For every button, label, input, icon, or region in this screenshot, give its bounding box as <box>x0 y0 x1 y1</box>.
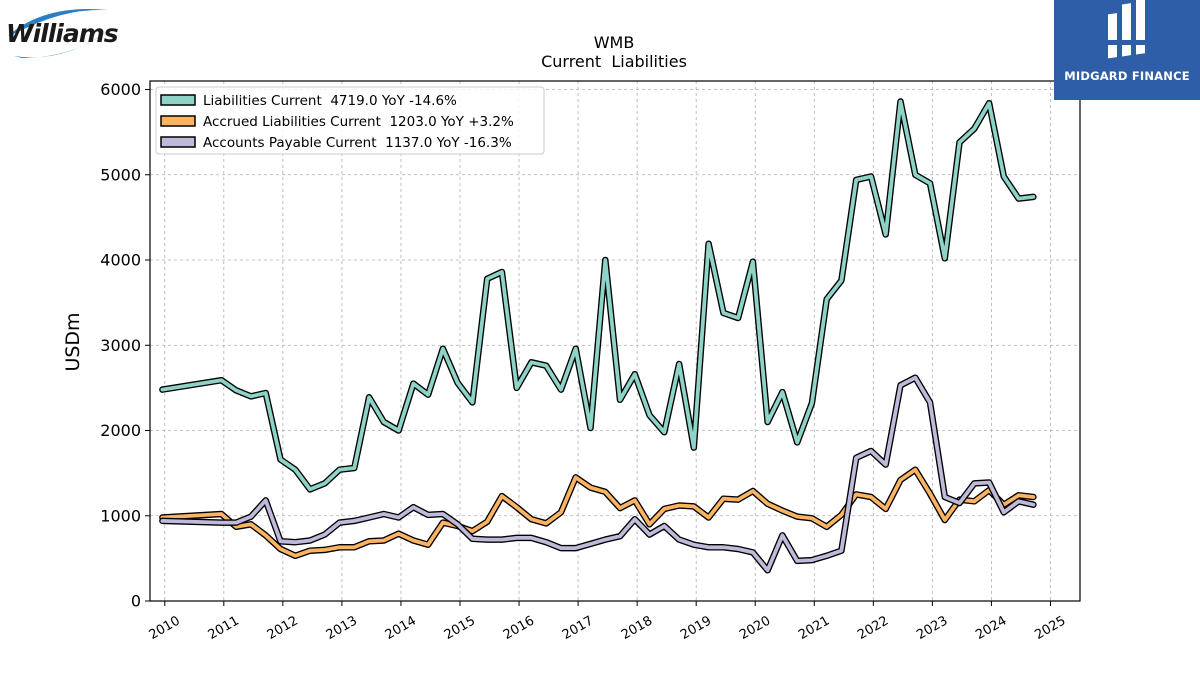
legend-swatch <box>160 115 196 127</box>
plot-frame <box>149 80 1081 602</box>
x-tick-label: 2010 <box>147 613 183 643</box>
y-tick-label: 6000 <box>100 80 141 99</box>
x-tick-label: 2018 <box>619 613 655 643</box>
x-tick-label: 2024 <box>973 613 1009 643</box>
legend: Liabilities Current 4719.0 YoY -14.6% Acc… <box>155 86 545 155</box>
x-tick-label: 2017 <box>560 613 596 643</box>
x-tick-label: 2011 <box>206 613 242 643</box>
y-axis-label: USDm <box>62 312 84 371</box>
williams-logo: Williams <box>4 6 119 66</box>
y-tick-label: 4000 <box>100 251 141 270</box>
series-line <box>160 467 1036 558</box>
x-tick-label: 2012 <box>265 613 301 643</box>
midgard-emblem-icon <box>1106 0 1148 59</box>
williams-swoosh-icon: Williams <box>6 9 119 58</box>
legend-box <box>155 86 545 155</box>
midgard-finance-logo: MIDGARD FINANCE <box>1054 0 1200 100</box>
chart-subtitle: Current Liabilities <box>541 52 687 71</box>
x-tick-label: 2019 <box>678 613 714 643</box>
legend-label: Liabilities Current 4719.0 YoY -14.6% <box>203 93 457 109</box>
x-tick-label: 2021 <box>796 613 832 643</box>
series-line <box>160 99 1036 492</box>
x-tick-label: 2022 <box>855 613 891 643</box>
y-axis: 0 1000 2000 3000 4000 5000 6000 <box>100 80 150 611</box>
y-tick-label: 2000 <box>100 421 141 440</box>
x-tick-label: 2016 <box>501 613 537 643</box>
y-tick-label: 5000 <box>100 165 141 184</box>
x-tick-label: 2015 <box>442 613 478 643</box>
y-tick-label: 0 <box>131 592 141 611</box>
series-0 <box>159 98 1037 493</box>
legend-swatch <box>160 94 196 106</box>
svg-text:Williams: Williams <box>6 19 118 48</box>
legend-label: Accrued Liabilities Current 1203.0 YoY +… <box>203 114 514 130</box>
x-tick-label: 2020 <box>737 613 773 643</box>
legend-swatch <box>160 136 196 148</box>
series-2 <box>159 374 1037 574</box>
x-tick-label: 2025 <box>1032 613 1068 643</box>
x-tick-label: 2014 <box>383 613 419 643</box>
legend-label: Accounts Payable Current 1137.0 YoY -16.… <box>203 135 512 151</box>
series-lines <box>159 98 1037 574</box>
series-line <box>160 375 1036 573</box>
series-outline <box>159 98 1037 493</box>
x-tick-label: 2013 <box>324 613 360 643</box>
chart-title: WMB <box>594 33 635 52</box>
series-1 <box>159 466 1037 560</box>
x-tick-label: 2023 <box>914 613 950 643</box>
y-tick-label: 3000 <box>100 336 141 355</box>
midgard-brand-text: MIDGARD FINANCE <box>1064 69 1190 83</box>
y-tick-label: 1000 <box>100 506 141 525</box>
x-axis: 2010 2011 2012 2013 2014 2015 2016 2017 2018 2019… <box>147 601 1068 643</box>
